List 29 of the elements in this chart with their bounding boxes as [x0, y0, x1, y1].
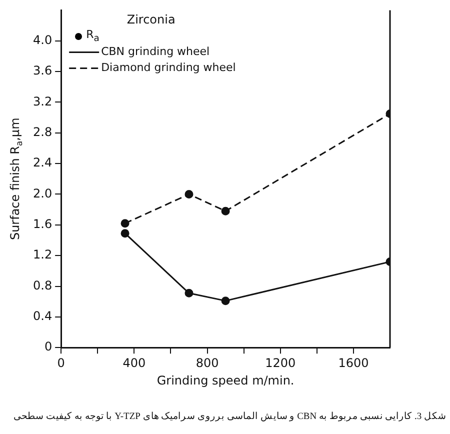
point: [221, 296, 230, 306]
legend-label: Diamond grinding wheel: [101, 61, 236, 74]
y-tick-label: 4.0: [32, 33, 52, 47]
text: شکل 3. کارایی نسبی مربوط به CBN و سایش الماسی برروی سرامیک های Y-TZP با توجه به کیفیت سطحی: [12, 410, 446, 422]
y-tick-label: 3.2: [32, 94, 52, 108]
x-axis-title: Grinding speed m/min.: [156, 374, 294, 388]
point: [184, 190, 194, 198]
y-tick-label: 2.8: [32, 125, 52, 140]
x-tick-label: 1200: [265, 356, 296, 370]
y-tick-label: 2.0: [32, 186, 52, 200]
x-tick-label: 0: [57, 356, 65, 370]
y-tick-label: 0.4: [32, 309, 52, 324]
point: [221, 206, 230, 216]
annotation: R$_{a}$: [86, 28, 100, 44]
y-tick-label: 0: [44, 340, 52, 354]
chart-title: Zirconia: [126, 12, 176, 26]
point: [184, 288, 194, 298]
x-tick-label: 1600: [338, 356, 369, 370]
y-tick-label: 1.2: [32, 248, 52, 262]
point: [120, 229, 130, 238]
x-tick-label: 400: [122, 356, 146, 370]
point: [120, 219, 130, 228]
y-tick-label: 3.6: [32, 64, 52, 78]
x-tick-label: 800: [196, 356, 219, 370]
y-axis-title: Surface finish Ra,μm: [8, 118, 24, 240]
y-tick-label: 2.4: [32, 156, 52, 170]
y-tick-label: 1.6: [32, 217, 52, 232]
legend-label: CBN grinding wheel: [101, 45, 210, 58]
y-tick-label: 0.8: [32, 278, 52, 292]
